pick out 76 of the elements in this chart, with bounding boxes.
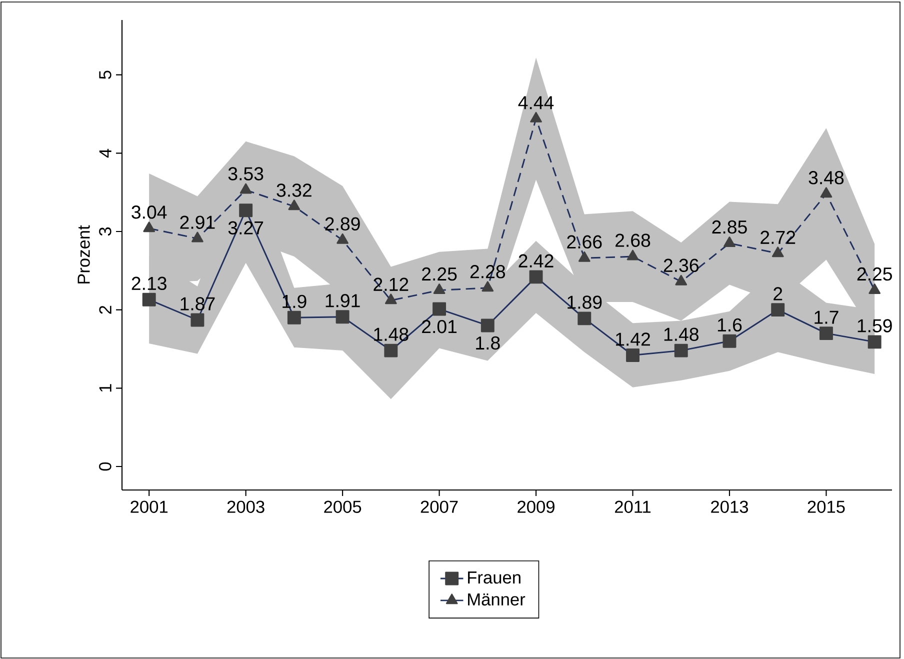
x-tick-label: 2003: [227, 500, 264, 513]
y-tick-label: 4: [99, 148, 112, 158]
point: [384, 344, 398, 358]
data-label: 1.8: [476, 336, 500, 350]
data-label: 1.6: [718, 318, 742, 332]
x-tick-label: 2013: [711, 500, 748, 513]
point: [674, 344, 688, 358]
point: [820, 187, 832, 198]
point: [530, 112, 542, 122]
data-label: 1.48: [374, 328, 408, 341]
legend-label: Frauen: [468, 572, 520, 584]
point: [578, 312, 592, 326]
point: [336, 233, 348, 244]
data-label: 3.04: [132, 206, 167, 219]
point: [529, 270, 543, 284]
point: [626, 250, 639, 260]
point: [772, 246, 784, 258]
data-label: 2.85: [712, 220, 747, 234]
data-label: 2.91: [180, 216, 215, 229]
y-tick-label: 2: [99, 306, 112, 314]
data-label: 2.28: [470, 265, 506, 278]
point: [482, 281, 494, 292]
point: [724, 236, 736, 247]
x-tick-label: 2001: [130, 500, 168, 513]
x-tick-label: 2009: [518, 500, 554, 513]
point: [288, 200, 300, 210]
point: [868, 335, 882, 349]
data-label: 2.25: [857, 267, 892, 281]
data-label: 1.48: [664, 328, 698, 341]
data-label: 2: [774, 287, 782, 300]
point: [868, 284, 881, 294]
point: [480, 318, 494, 332]
point: [384, 294, 397, 304]
point: [626, 348, 640, 362]
data-label: 3.48: [808, 171, 844, 184]
y-tick-label: 5: [99, 70, 112, 79]
data-label: 3.32: [276, 184, 312, 197]
data-label: 2.12: [374, 278, 408, 291]
legend-label: Männer: [468, 593, 526, 606]
data-label: 2.36: [664, 258, 698, 272]
point: [433, 284, 446, 294]
data-label: 2.01: [422, 320, 457, 334]
y-axis-title: Prozent: [78, 225, 90, 284]
x-tick-label: 2011: [614, 500, 651, 513]
point: [771, 303, 785, 317]
data-label: 3.53: [228, 167, 264, 180]
point: [722, 334, 736, 348]
point: [142, 292, 156, 306]
data-label: 2.89: [325, 217, 360, 231]
data-label: 1.42: [616, 332, 650, 346]
data-label: 1.91: [326, 294, 360, 308]
y-tick-label: 3: [99, 227, 112, 236]
point: [240, 183, 252, 194]
data-label: 2.13: [132, 276, 166, 290]
y-tick-label: 1: [99, 384, 112, 392]
data-label: 1.89: [568, 296, 602, 309]
y-tick-label: 0: [99, 462, 112, 471]
x-tick-label: 2015: [808, 500, 845, 513]
point: [190, 313, 204, 327]
x-tick-label: 2007: [420, 500, 458, 513]
point: [192, 232, 204, 242]
point: [578, 251, 590, 262]
data-label: 1.7: [814, 310, 838, 324]
point: [675, 274, 688, 286]
point: [143, 222, 156, 232]
point: [287, 310, 301, 324]
point: [336, 310, 350, 324]
data-label: 1.59: [858, 319, 892, 332]
x-tick-label: 2005: [324, 500, 362, 513]
data-label: 2.25: [422, 267, 457, 281]
point: [819, 326, 833, 340]
data-label: 4.44: [518, 96, 554, 110]
data-label: 2.42: [518, 254, 554, 268]
point: [432, 302, 446, 316]
data-label: 2.68: [616, 234, 650, 247]
data-label: 2.72: [760, 230, 796, 244]
